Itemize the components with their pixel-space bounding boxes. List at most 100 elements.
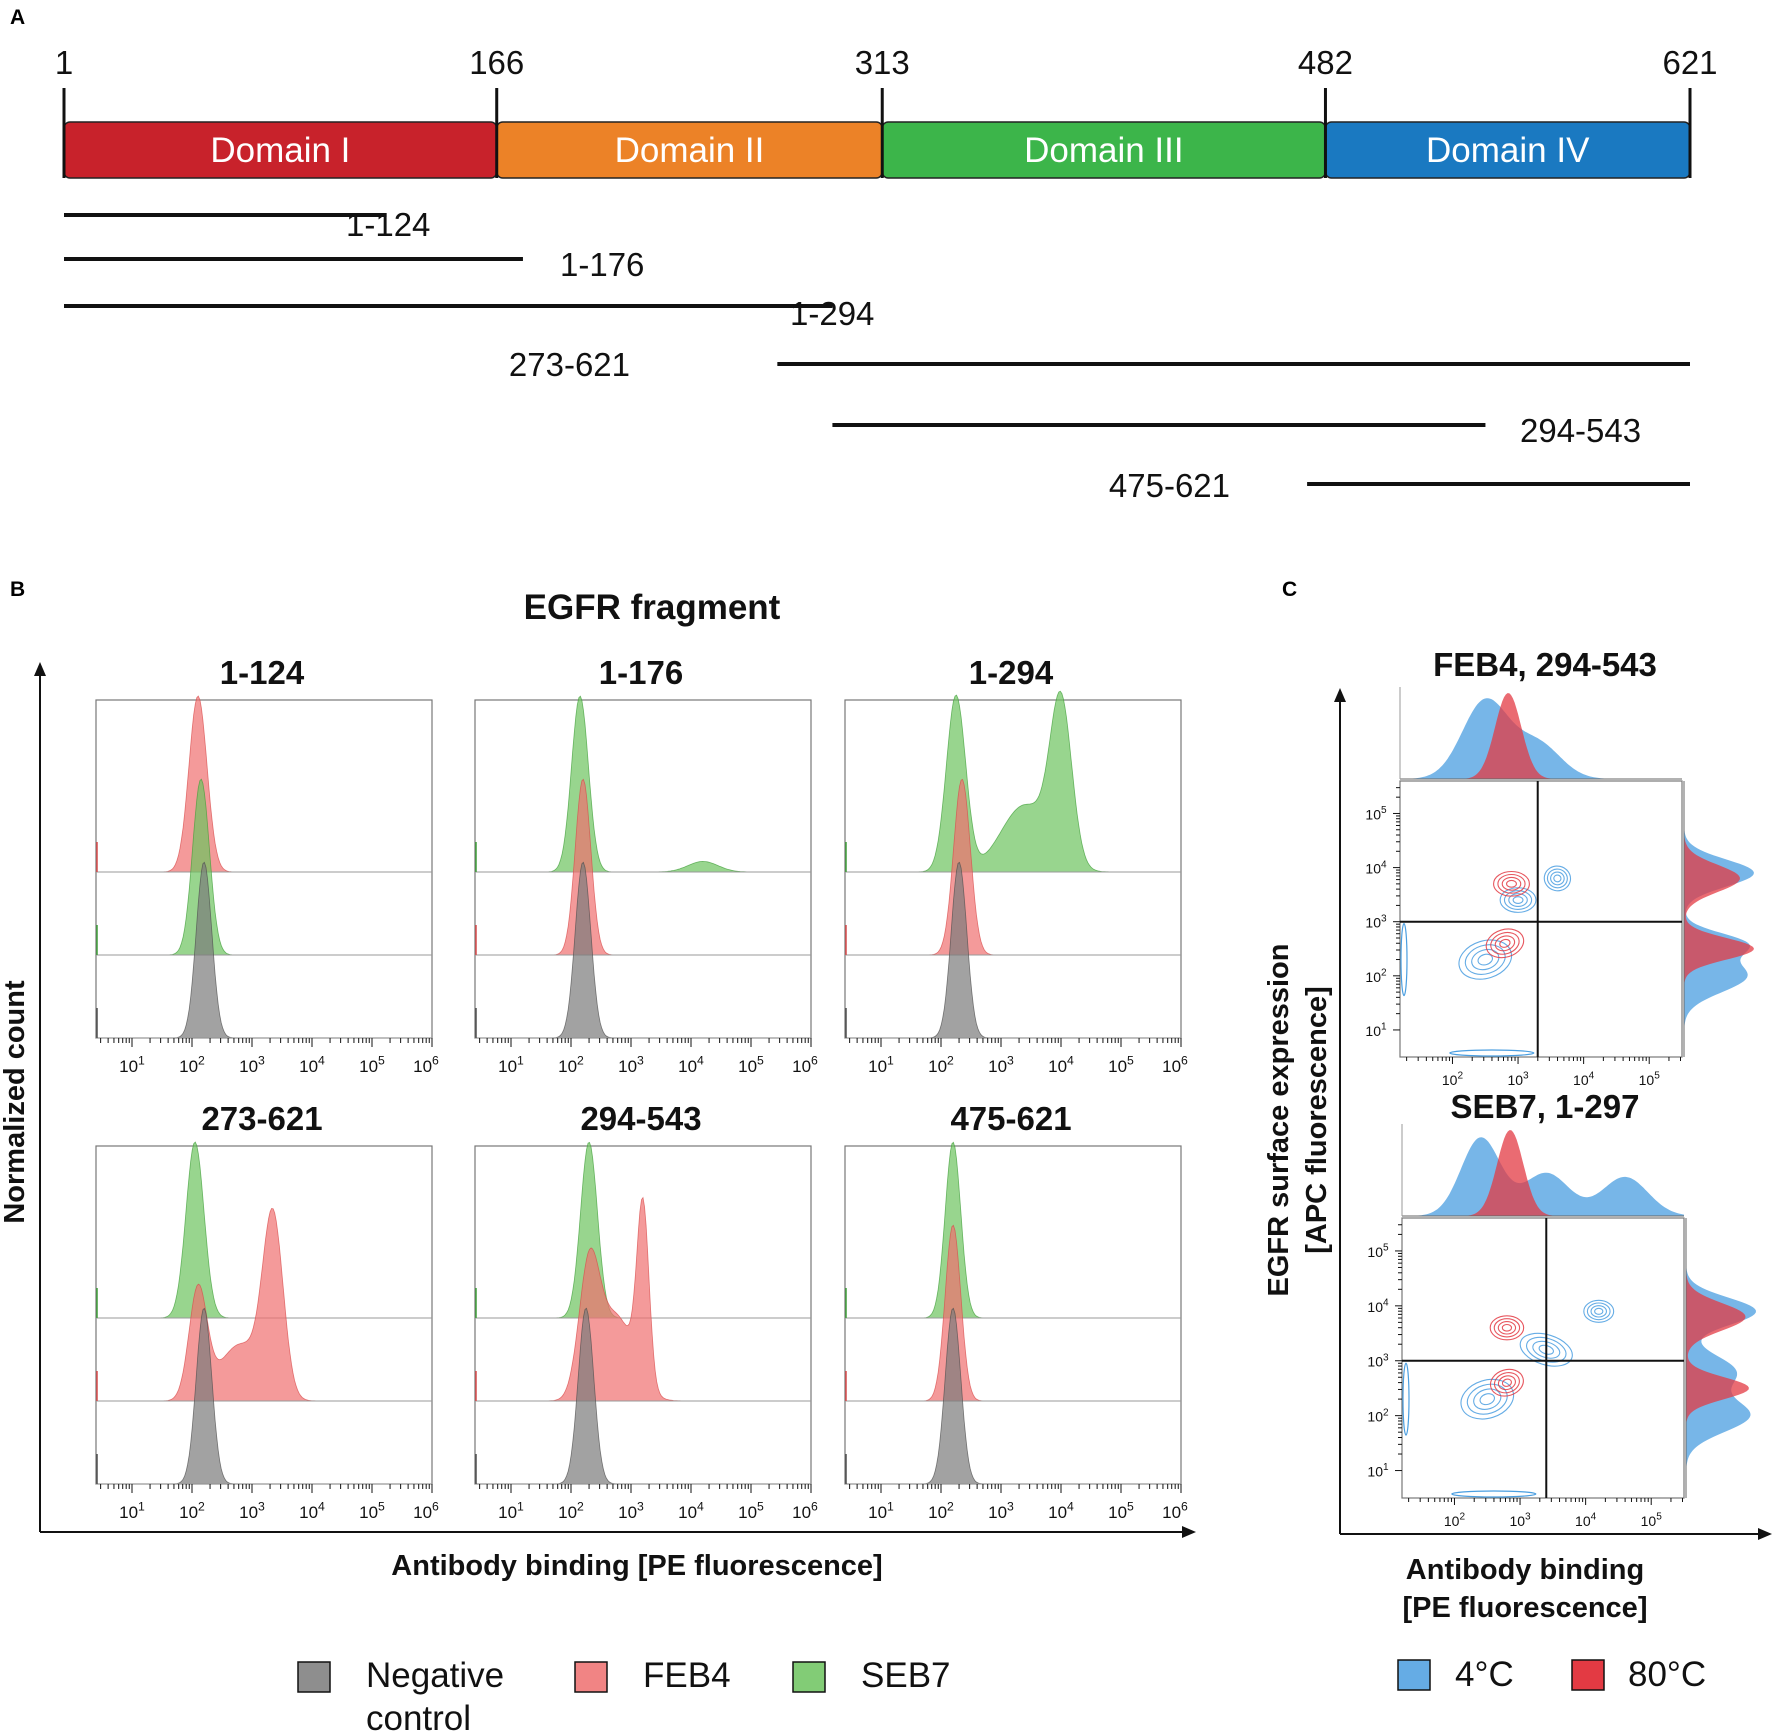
contour-line: [1503, 890, 1533, 910]
subplot-frame: [95, 699, 433, 1039]
y-tick-label: 101: [1365, 1022, 1387, 1039]
histogram-feb4: [96, 1208, 432, 1401]
x-tick-label: 103: [1507, 1071, 1529, 1088]
x-axis-arrow: [1758, 1528, 1772, 1540]
x-tick-label-exp: 6: [1181, 1499, 1188, 1513]
x-axis-arrow: [1182, 1526, 1196, 1538]
fragment-label: 1-124: [346, 206, 430, 243]
x-tick-label-base: 10: [1444, 1513, 1460, 1529]
x-tick-label-base: 10: [1162, 1057, 1181, 1076]
x-tick-label: 104: [678, 1053, 704, 1076]
fragment-label: 273-621: [509, 346, 630, 383]
legend: 4°C 80°C: [1397, 1655, 1706, 1694]
x-tick-label-base: 10: [678, 1503, 697, 1522]
contour-line: [1499, 938, 1511, 948]
legend-label-seb7: SEB7: [861, 1656, 951, 1695]
contour-line: [1508, 893, 1528, 907]
x-tick-label: 104: [1573, 1071, 1595, 1088]
contour-line: [1550, 871, 1565, 886]
y-tick-label: 105: [1365, 805, 1387, 822]
y-axis-arrow: [1334, 688, 1346, 702]
x-axis-label-2: [PE fluorescence]: [1403, 1592, 1648, 1624]
x-tick-label-exp: 5: [1127, 1499, 1134, 1513]
x-tick-label-exp: 3: [1007, 1053, 1014, 1067]
y-tick-label-base: 10: [1367, 1244, 1383, 1260]
domain-label: Domain IV: [1426, 131, 1590, 170]
domain-map: Domain I Domain II Domain III Domain IV 1 166…: [55, 44, 1718, 504]
x-tick-label: 106: [413, 1053, 439, 1076]
x-tick-label: 101: [498, 1053, 524, 1076]
x-tick-label-exp: 3: [637, 1499, 644, 1513]
x-tick-label: 104: [299, 1499, 325, 1522]
panel-label-b: B: [10, 578, 25, 601]
x-tick-label-base: 10: [498, 1503, 517, 1522]
contour-line: [1493, 870, 1530, 897]
x-tick-label-exp: 5: [757, 1053, 764, 1067]
x-tick-label-exp: 6: [1181, 1053, 1188, 1067]
x-tick-label-base: 10: [988, 1503, 1007, 1522]
x-tick-label-base: 10: [738, 1057, 757, 1076]
y-tick-label-exp: 1: [1381, 1022, 1387, 1033]
x-tick-label: 105: [1108, 1499, 1134, 1522]
contour-axis-smear: [1451, 1490, 1537, 1498]
contour-line: [1489, 1315, 1525, 1341]
x-tick-label: 102: [1442, 1071, 1464, 1088]
x-tick-label-base: 10: [1507, 1072, 1523, 1088]
x-tick-label-base: 10: [618, 1057, 637, 1076]
x-tick-label-exp: 5: [1654, 1071, 1660, 1082]
y-axis-label-2: [APC fluorescence]: [1301, 986, 1333, 1254]
x-tick-label: 106: [792, 1499, 818, 1522]
x-tick-label: 103: [239, 1053, 265, 1076]
x-tick-label-exp: 2: [1459, 1512, 1465, 1523]
position-label: 1: [55, 44, 73, 81]
x-tick-label-exp: 5: [378, 1499, 385, 1513]
contour-line: [1543, 865, 1572, 892]
x-tick-label-exp: 4: [1067, 1053, 1074, 1067]
x-tick-label-exp: 1: [138, 1053, 145, 1067]
x-tick-label: 102: [179, 1053, 205, 1076]
x-tick-label-exp: 3: [1007, 1499, 1014, 1513]
subplot-title: 475-621: [950, 1100, 1071, 1137]
x-tick-label: 103: [1509, 1512, 1531, 1529]
x-tick-label: 103: [988, 1499, 1014, 1522]
x-tick-label-base: 10: [179, 1503, 198, 1522]
x-tick-label: 104: [678, 1499, 704, 1522]
x-tick-label-exp: 3: [637, 1053, 644, 1067]
y-tick-label-base: 10: [1365, 915, 1381, 931]
x-tick-label-base: 10: [928, 1057, 947, 1076]
x-tick-label-exp: 5: [757, 1499, 764, 1513]
subplot-title: 1-294: [969, 654, 1054, 691]
subplot-title: FEB4, 294-543: [1433, 646, 1657, 683]
x-tick-label: 106: [1162, 1053, 1188, 1076]
x-tick-label-base: 10: [868, 1503, 887, 1522]
x-tick-label-exp: 3: [258, 1499, 265, 1513]
x-tick-label-base: 10: [1162, 1503, 1181, 1522]
x-tick-label: 101: [498, 1499, 524, 1522]
fragment-label: 1-294: [790, 295, 874, 332]
x-tick-label: 102: [928, 1499, 954, 1522]
y-tick-label-base: 10: [1367, 1464, 1383, 1480]
x-tick-label-base: 10: [1048, 1503, 1067, 1522]
legend-label-negative: Negative: [366, 1656, 504, 1695]
y-tick-label: 104: [1367, 1298, 1389, 1315]
fragment-label: 475-621: [1109, 467, 1230, 504]
y-tick-label-base: 10: [1365, 1023, 1381, 1039]
subplot-title: SEB7, 1-297: [1451, 1088, 1640, 1125]
y-axis-arrow: [34, 662, 46, 676]
x-tick-label-exp: 1: [887, 1053, 894, 1067]
x-tick-label-base: 10: [678, 1057, 697, 1076]
x-tick-label: 103: [239, 1499, 265, 1522]
x-tick-label-exp: 6: [811, 1053, 818, 1067]
panel-label-c: C: [1282, 578, 1297, 601]
x-tick-label-exp: 4: [697, 1053, 704, 1067]
x-tick-label-exp: 4: [318, 1499, 325, 1513]
x-tick-label-base: 10: [1575, 1513, 1591, 1529]
contour-axis-smear: [1400, 922, 1408, 997]
x-tick-label: 104: [1048, 1053, 1074, 1076]
contour-line: [1485, 928, 1525, 959]
contour-line: [1493, 1372, 1520, 1394]
